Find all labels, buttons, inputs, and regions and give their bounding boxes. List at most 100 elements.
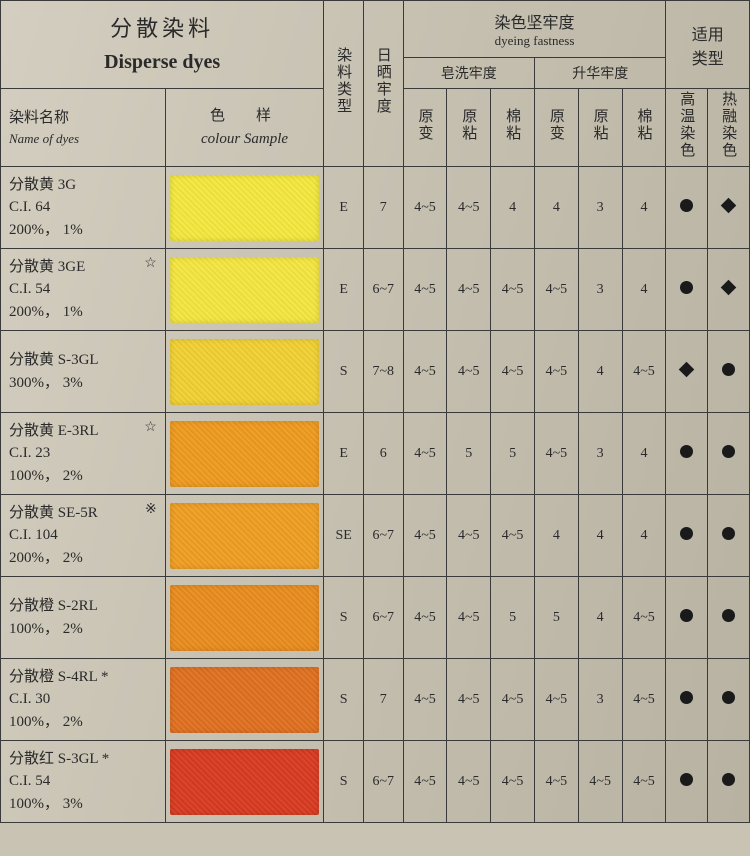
col-colour: 色 样 colour Sample bbox=[165, 89, 324, 167]
dye-name: 分散红 S-3GL *C.I. 54100%， 3% bbox=[1, 741, 166, 823]
cell-subl-mz: 4 bbox=[622, 249, 666, 331]
colour-swatch-cell bbox=[165, 167, 324, 249]
table-row: 分散黄 SE-5RC.I. 104200%， 2%※SE6~74~54~54~5… bbox=[1, 495, 750, 577]
diamond-icon bbox=[679, 361, 695, 377]
colour-swatch bbox=[170, 503, 320, 569]
table-row: 分散黄 E-3RLC.I. 23100%， 2%☆E64~5554~534 bbox=[1, 413, 750, 495]
cell-soap-yb: 4~5 bbox=[403, 167, 447, 249]
col-name: 染料名称 Name of dyes bbox=[1, 89, 166, 167]
col-light: 日晒牢度 bbox=[363, 1, 403, 167]
circle-icon bbox=[680, 445, 693, 458]
circle-icon bbox=[680, 609, 693, 622]
col-melt: 热融染色 bbox=[708, 89, 750, 167]
table-row: 分散橙 S-4RL *C.I. 30100%， 2%S74~54~54~54~5… bbox=[1, 659, 750, 741]
col-ht: 高温染色 bbox=[666, 89, 708, 167]
table-row: 分散橙 S-2RL100%， 2%S6~74~54~55544~5 bbox=[1, 577, 750, 659]
col-subl-yz: 原粘 bbox=[578, 89, 622, 167]
circle-icon bbox=[680, 281, 693, 294]
circle-icon bbox=[722, 691, 735, 704]
cell-soap-mz: 4 bbox=[491, 167, 535, 249]
cell-app-melt bbox=[708, 167, 750, 249]
dye-name: 分散黄 SE-5RC.I. 104200%， 2%※ bbox=[1, 495, 166, 577]
dye-name: 分散黄 S-3GL300%， 3% bbox=[1, 331, 166, 413]
cell-type: S bbox=[324, 331, 364, 413]
colour-swatch bbox=[170, 339, 320, 405]
cell-type: S bbox=[324, 577, 364, 659]
circle-icon bbox=[722, 445, 735, 458]
cell-soap-yb: 4~5 bbox=[403, 495, 447, 577]
cell-subl-yb: 4~5 bbox=[534, 741, 578, 823]
cell-subl-yz: 3 bbox=[578, 167, 622, 249]
circle-icon bbox=[722, 527, 735, 540]
cell-app-ht bbox=[666, 167, 708, 249]
cell-app-melt bbox=[708, 331, 750, 413]
table-row: 分散黄 3GC.I. 64200%， 1%E74~54~54434 bbox=[1, 167, 750, 249]
cell-soap-mz: 4~5 bbox=[491, 741, 535, 823]
cell-app-melt bbox=[708, 413, 750, 495]
cell-subl-yb: 4~5 bbox=[534, 659, 578, 741]
colour-swatch bbox=[170, 175, 320, 241]
cell-light: 6 bbox=[363, 413, 403, 495]
cell-soap-mz: 5 bbox=[491, 577, 535, 659]
cell-subl-yb: 4 bbox=[534, 167, 578, 249]
cell-light: 6~7 bbox=[363, 577, 403, 659]
cell-subl-mz: 4~5 bbox=[622, 659, 666, 741]
cell-app-ht bbox=[666, 741, 708, 823]
colour-swatch-cell bbox=[165, 741, 324, 823]
cell-subl-yb: 4 bbox=[534, 495, 578, 577]
cell-light: 7~8 bbox=[363, 331, 403, 413]
dye-name: 分散黄 3GC.I. 64200%， 1% bbox=[1, 167, 166, 249]
cell-subl-yz: 4~5 bbox=[578, 741, 622, 823]
cell-soap-mz: 4~5 bbox=[491, 659, 535, 741]
cell-subl-yb: 5 bbox=[534, 577, 578, 659]
cell-soap-yz: 5 bbox=[447, 413, 491, 495]
cell-soap-yz: 4~5 bbox=[447, 495, 491, 577]
cell-type: E bbox=[324, 249, 364, 331]
dye-name: 分散橙 S-4RL *C.I. 30100%， 2% bbox=[1, 659, 166, 741]
col-subl-mz: 棉粘 bbox=[622, 89, 666, 167]
cell-subl-yb: 4~5 bbox=[534, 331, 578, 413]
circle-icon bbox=[722, 363, 735, 376]
cell-soap-yb: 4~5 bbox=[403, 577, 447, 659]
cell-soap-yz: 4~5 bbox=[447, 741, 491, 823]
col-subl: 升华牢度 bbox=[534, 57, 665, 89]
cell-soap-mz: 4~5 bbox=[491, 331, 535, 413]
dye-table: 分散染料 Disperse dyes 染料类型 日晒牢度 染色坚牢度 dyein… bbox=[0, 0, 750, 823]
circle-icon bbox=[680, 199, 693, 212]
dye-name: 分散黄 3GEC.I. 54200%， 1%☆ bbox=[1, 249, 166, 331]
colour-swatch-cell bbox=[165, 659, 324, 741]
diamond-icon bbox=[721, 197, 737, 213]
cell-type: SE bbox=[324, 495, 364, 577]
cell-soap-yz: 4~5 bbox=[447, 659, 491, 741]
table-row: 分散红 S-3GL *C.I. 54100%， 3%S6~74~54~54~54… bbox=[1, 741, 750, 823]
cell-soap-yz: 4~5 bbox=[447, 331, 491, 413]
cell-subl-yz: 3 bbox=[578, 659, 622, 741]
cell-subl-yz: 4 bbox=[578, 577, 622, 659]
cell-app-melt bbox=[708, 577, 750, 659]
cell-subl-yb: 4~5 bbox=[534, 249, 578, 331]
colour-swatch bbox=[170, 667, 320, 733]
cell-subl-yz: 4 bbox=[578, 331, 622, 413]
cell-light: 7 bbox=[363, 167, 403, 249]
cell-light: 6~7 bbox=[363, 495, 403, 577]
col-subl-yb: 原变 bbox=[534, 89, 578, 167]
cell-app-ht bbox=[666, 413, 708, 495]
cell-soap-yz: 4~5 bbox=[447, 249, 491, 331]
cell-subl-mz: 4~5 bbox=[622, 331, 666, 413]
col-soap-yz: 原粘 bbox=[447, 89, 491, 167]
colour-swatch-cell bbox=[165, 577, 324, 659]
cell-app-ht bbox=[666, 659, 708, 741]
circle-icon bbox=[680, 691, 693, 704]
cell-subl-mz: 4 bbox=[622, 495, 666, 577]
title-en: Disperse dyes bbox=[5, 46, 319, 78]
cell-soap-yb: 4~5 bbox=[403, 331, 447, 413]
cell-app-melt bbox=[708, 741, 750, 823]
colour-swatch bbox=[170, 257, 320, 323]
cell-subl-mz: 4~5 bbox=[622, 741, 666, 823]
cell-app-ht bbox=[666, 577, 708, 659]
cell-app-ht bbox=[666, 495, 708, 577]
col-soap-mz: 棉粘 bbox=[491, 89, 535, 167]
colour-swatch-cell bbox=[165, 331, 324, 413]
cell-soap-yb: 4~5 bbox=[403, 413, 447, 495]
col-dye-type: 染料类型 bbox=[324, 1, 364, 167]
